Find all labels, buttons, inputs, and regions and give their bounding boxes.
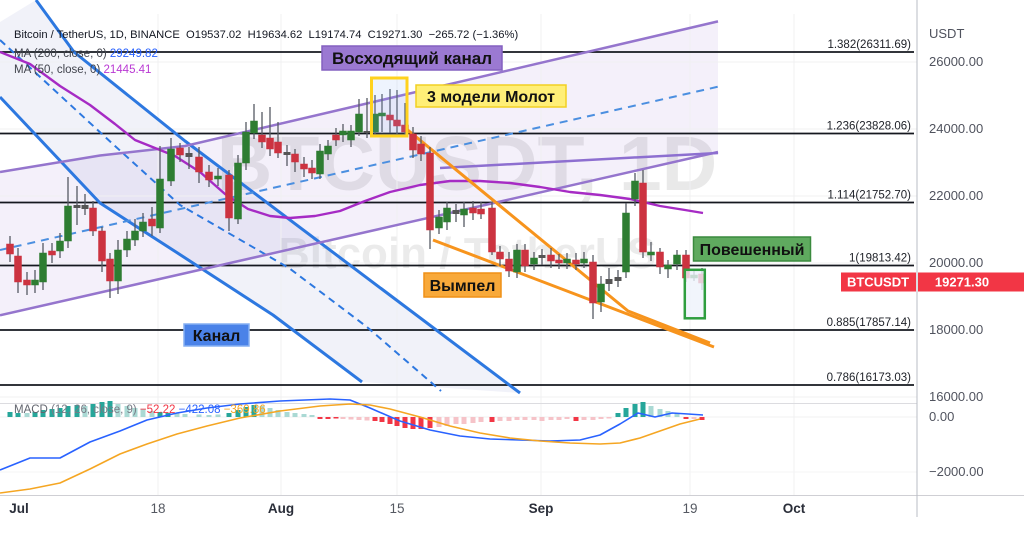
svg-text:USDT: USDT (929, 26, 964, 41)
svg-text:0.885(17857.14): 0.885(17857.14) (827, 317, 912, 329)
svg-text:24000.00: 24000.00 (929, 121, 983, 136)
svg-text:0.00: 0.00 (929, 409, 954, 424)
svg-text:Aug: Aug (268, 501, 294, 516)
svg-text:1(19813.42): 1(19813.42) (849, 253, 911, 265)
svg-text:20000.00: 20000.00 (929, 255, 983, 270)
svg-text:MA (200, close, 0) 29249.82: MA (200, close, 0) 29249.82 (14, 48, 158, 60)
svg-text:Jul: Jul (9, 501, 29, 516)
svg-text:Вымпел: Вымпел (430, 278, 496, 295)
svg-text:1.114(21752.70): 1.114(21752.70) (827, 190, 911, 202)
svg-text:MA (50, close, 0) 21445.41: MA (50, close, 0) 21445.41 (14, 64, 151, 76)
svg-text:15: 15 (389, 501, 404, 516)
svg-text:18000.00: 18000.00 (929, 322, 983, 337)
svg-text:0.786(16173.03): 0.786(16173.03) (827, 372, 912, 384)
svg-text:19271.30: 19271.30 (935, 275, 989, 290)
svg-text:Sep: Sep (529, 501, 554, 516)
svg-text:1.382(26311.69): 1.382(26311.69) (827, 39, 911, 51)
svg-text:Повешенный: Повешенный (700, 242, 805, 259)
svg-text:Oct: Oct (783, 501, 806, 516)
svg-text:16000.00: 16000.00 (929, 389, 983, 404)
svg-text:MACD (12, 26, close, 9) −52.22: MACD (12, 26, close, 9) −52.22 −422.08 −… (14, 404, 266, 416)
svg-text:22000.00: 22000.00 (929, 188, 983, 203)
svg-text:1.236(23828.06): 1.236(23828.06) (827, 121, 912, 133)
svg-text:−2000.00: −2000.00 (929, 464, 984, 479)
svg-text:Канал: Канал (193, 328, 241, 345)
svg-text:19: 19 (682, 501, 697, 516)
svg-text:Bitcoin / TetherUS, 1D, BINANC: Bitcoin / TetherUS, 1D, BINANCE O19537.0… (14, 29, 518, 41)
svg-text:26000.00: 26000.00 (929, 54, 983, 69)
svg-text:BTCUSDT: BTCUSDT (847, 275, 909, 290)
svg-text:Восходящий канал: Восходящий канал (332, 49, 492, 68)
svg-text:3 модели Молот: 3 модели Молот (427, 89, 555, 106)
svg-text:18: 18 (150, 501, 165, 516)
